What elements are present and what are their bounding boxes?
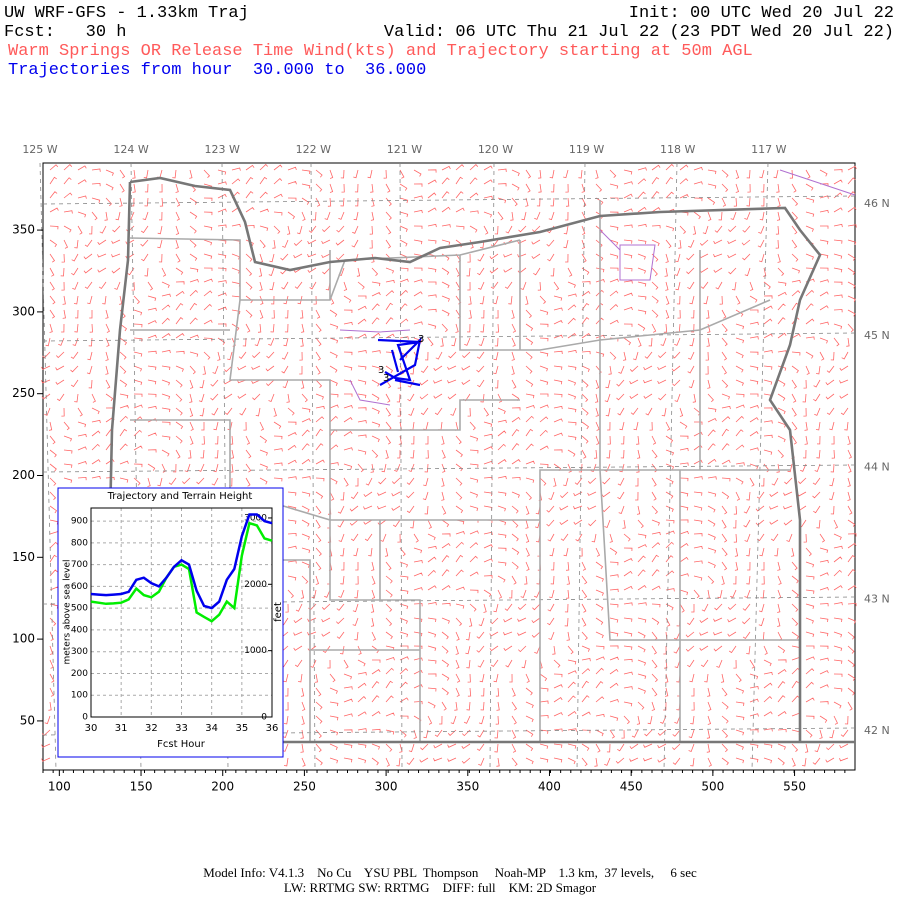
x-tick-label: 36	[266, 723, 279, 734]
trajectory-range: Trajectories from hour 30.000 to 36.000	[8, 61, 426, 80]
trajectory-label: 3	[378, 365, 384, 376]
county-lines	[129, 200, 800, 742]
y2-tick-label: 2000	[244, 580, 267, 590]
latitude-label: 44 N	[864, 461, 890, 474]
y2-axis-label: feet	[273, 602, 284, 622]
x-tick-label: 100	[48, 780, 71, 794]
trajectory-label: 3	[383, 373, 389, 384]
lat-lon-grid	[39, 162, 856, 771]
x-tick-label: 30	[85, 723, 98, 734]
y-tick-label: 400	[71, 625, 88, 635]
x-tick-label: 34	[205, 723, 218, 734]
y-tick-label: 150	[12, 550, 35, 564]
latitude-label: 42 N	[864, 724, 890, 737]
x-tick-label: 550	[783, 780, 806, 794]
y-tick-label: 600	[71, 582, 88, 592]
longitude-label: 125 W	[22, 143, 57, 156]
trajectories	[377, 336, 422, 387]
y2-tick-label: 3000	[244, 513, 267, 523]
y-tick-label: 250	[12, 386, 35, 400]
y-tick-label: 300	[12, 304, 35, 318]
latitude-label: 46 N	[864, 197, 890, 210]
y2-tick-label: 1000	[244, 646, 267, 656]
longitude-label: 119 W	[569, 143, 604, 156]
inset-chart: Trajectory and Terrain Height Fcst Hour …	[57, 487, 284, 758]
inset-title: Trajectory and Terrain Height	[107, 491, 253, 502]
latitude-label: 43 N	[864, 592, 890, 605]
y-tick-label: 100	[71, 691, 88, 701]
longitude-label: 123 W	[205, 143, 240, 156]
y-tick-label: 50	[20, 713, 35, 727]
plot-frame	[90, 507, 273, 718]
y-tick-label: 300	[71, 647, 88, 657]
inset-frame	[57, 487, 284, 758]
title: UW WRF-GFS - 1.33km Traj	[4, 4, 249, 23]
y-tick-label: 900	[71, 517, 88, 527]
y-axis-label: meters above sea level	[63, 559, 73, 664]
wind-barbs	[41, 163, 857, 767]
longitude-label: 121 W	[387, 143, 422, 156]
trajectory-label: 3	[418, 334, 424, 345]
x-tick-label: 35	[235, 723, 248, 734]
x-tick-label: 250	[293, 780, 316, 794]
longitude-label: 118 W	[660, 143, 695, 156]
series-line	[90, 521, 273, 623]
y-tick-label: 100	[12, 632, 35, 646]
y-tick-label: 350	[12, 223, 35, 237]
x-tick-label: 200	[211, 780, 234, 794]
y-tick-label: 200	[12, 468, 35, 482]
water-features	[339, 169, 856, 406]
valid-time: Valid: 06 UTC Thu 21 Jul 22 (23 PDT Wed …	[384, 23, 894, 42]
x-tick-label: 450	[620, 780, 643, 794]
y-tick-label: 700	[71, 560, 88, 570]
x-tick-label: 31	[115, 723, 128, 734]
y-tick-label: 500	[71, 604, 88, 614]
model-info: Model Info: V4.1.3 No Cu YSU PBL Thompso…	[203, 865, 697, 880]
x-tick-label: 350	[456, 780, 479, 794]
longitude-label: 117 W	[751, 143, 786, 156]
forecast-hour: Fcst: 30 h	[4, 23, 126, 42]
x-tick-label: 500	[701, 780, 724, 794]
longitude-label: 120 W	[478, 143, 513, 156]
x-tick-label: 300	[375, 780, 398, 794]
init-time: Init: 00 UTC Wed 20 Jul 22	[629, 4, 894, 23]
y-tick-label: 200	[71, 669, 88, 679]
latitude-label: 45 N	[864, 329, 890, 342]
x-tick-label: 400	[538, 780, 561, 794]
y-tick-label: 800	[71, 538, 88, 548]
physics-info: LW: RRTMG SW: RRTMG DIFF: full KM: 2D Sm…	[284, 880, 597, 895]
x-tick-label: 33	[175, 723, 188, 734]
x-tick-label: 150	[130, 780, 153, 794]
description: Warm Springs OR Release Time Wind(kts) a…	[8, 42, 753, 61]
series-line	[90, 513, 273, 610]
longitude-label: 124 W	[113, 143, 148, 156]
longitude-label: 122 W	[296, 143, 331, 156]
x-axis-label: Fcst Hour	[157, 739, 206, 750]
x-tick-label: 32	[145, 723, 158, 734]
y-tick-label: 0	[82, 713, 88, 723]
